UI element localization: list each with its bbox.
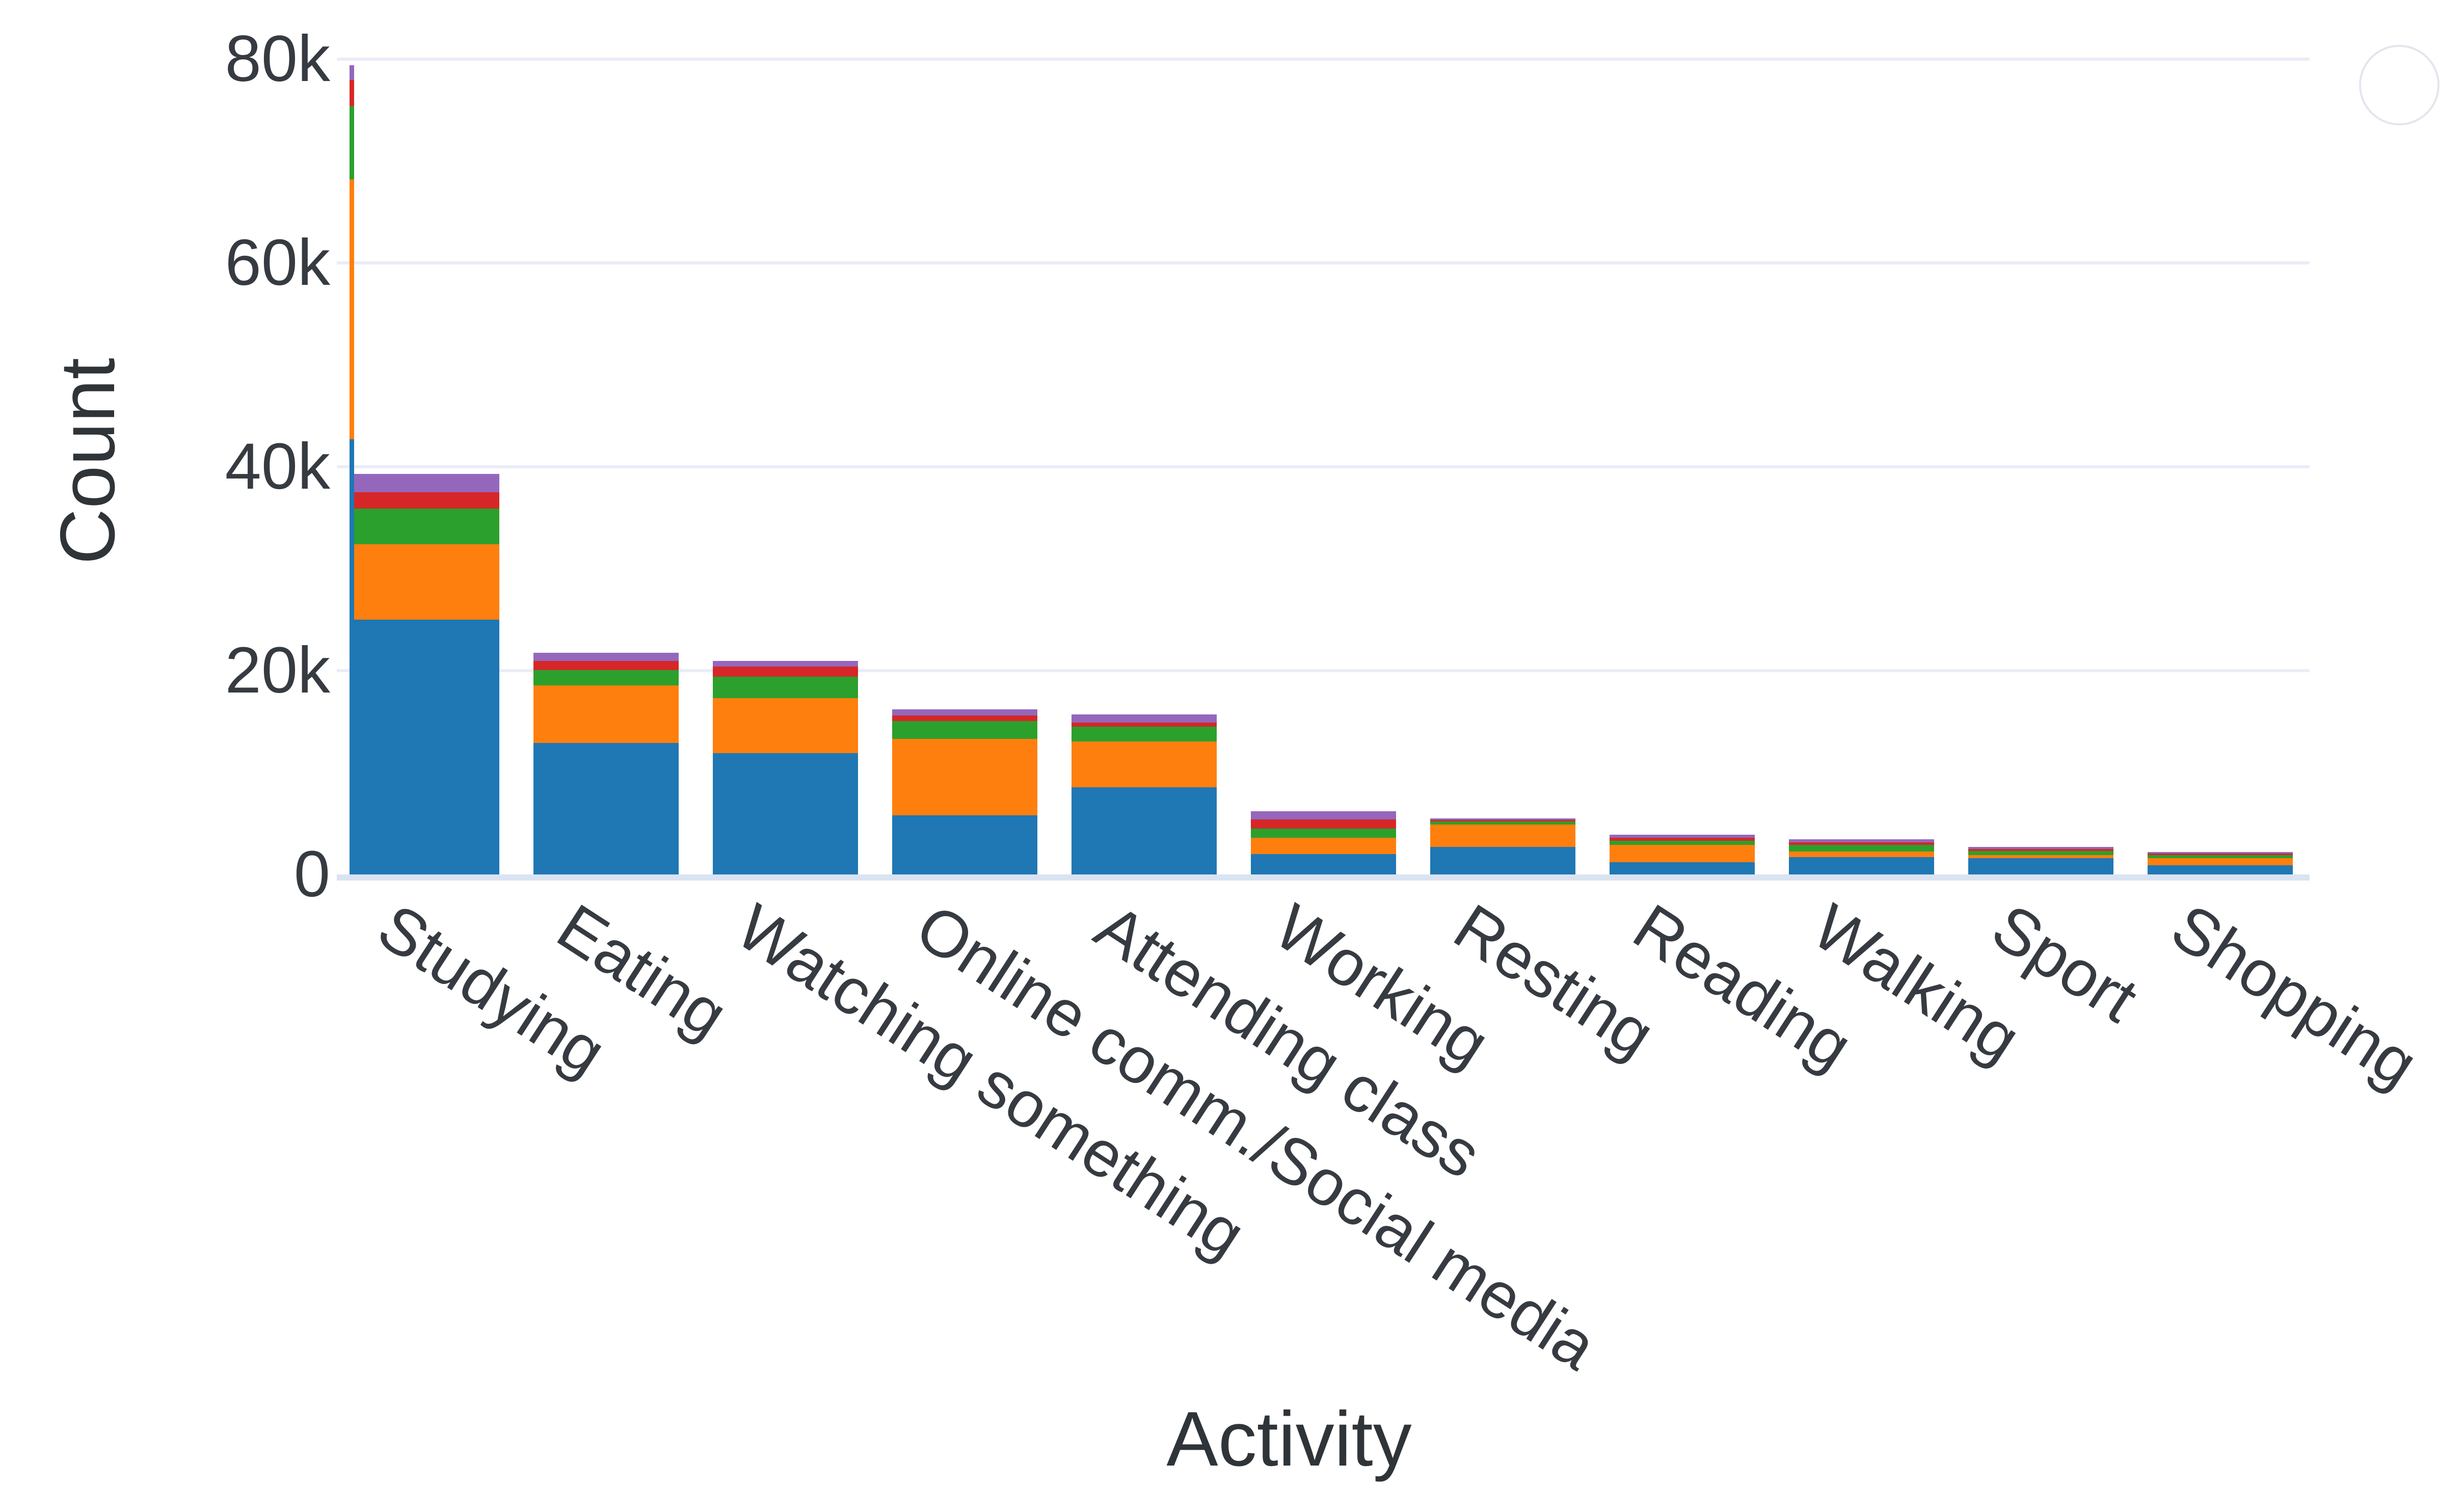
- bar-segment-resting-segment-4[interactable]: [1430, 820, 1575, 821]
- bar-segment-online-comm-social-media-segment-3[interactable]: [892, 721, 1037, 739]
- bar-segment-online-comm-social-media-segment-2[interactable]: [892, 739, 1037, 815]
- y-tick-label-60k: 60k: [225, 226, 330, 299]
- bar-segment-shopping-segment-5-top[interactable]: [2147, 852, 2293, 854]
- gridline-40k: [337, 465, 2310, 468]
- bar-segment-walking-segment-2[interactable]: [1788, 852, 1934, 857]
- bar-segment-clipped-left-segment-3[interactable]: [350, 106, 354, 179]
- bar-segment-reading-segment-5-top[interactable]: [1609, 835, 1755, 838]
- bar-segment-walking-segment-1-bottom[interactable]: [1788, 857, 1934, 874]
- bar-segment-watching-something-segment-4[interactable]: [712, 667, 858, 677]
- bar-segment-resting-segment-5-top[interactable]: [1430, 818, 1575, 820]
- bar-segment-studying-segment-4[interactable]: [354, 492, 499, 509]
- gridline-60k: [337, 261, 2310, 264]
- bar-segment-shopping-segment-4[interactable]: [2147, 854, 2293, 855]
- bar-segment-sport-segment-1-bottom[interactable]: [1968, 858, 2113, 874]
- bar-segment-eating-segment-4[interactable]: [533, 661, 679, 670]
- bar-segment-clipped-left-segment-4[interactable]: [350, 80, 354, 106]
- bar-segment-resting-segment-1-bottom[interactable]: [1430, 847, 1575, 874]
- bar-segment-attending-class-segment-4[interactable]: [1071, 723, 1217, 727]
- modebar-ghost-icon[interactable]: [2359, 45, 2440, 125]
- bar-segment-attending-class-segment-3[interactable]: [1071, 727, 1217, 741]
- bar-segment-attending-class-segment-1-bottom[interactable]: [1071, 787, 1217, 874]
- bar-segment-eating-segment-5-top[interactable]: [533, 653, 679, 661]
- x-axis-zeroline: [337, 874, 2310, 881]
- bar-segment-online-comm-social-media-segment-1-bottom[interactable]: [892, 815, 1037, 874]
- gridline-80k: [337, 58, 2310, 61]
- bar-segment-watching-something-segment-2[interactable]: [712, 698, 858, 753]
- x-tick-label-shopping: Shopping: [2159, 890, 2430, 1102]
- bar-segment-watching-something-segment-3[interactable]: [712, 677, 858, 698]
- bar-segment-working-segment-1-bottom[interactable]: [1250, 854, 1396, 874]
- x-axis-title: Activity: [1166, 1396, 1412, 1482]
- y-tick-label-20k: 20k: [225, 634, 330, 707]
- bar-segment-sport-segment-2[interactable]: [1968, 855, 2113, 858]
- bar-segment-watching-something-segment-1-bottom[interactable]: [712, 753, 858, 874]
- bar-segment-shopping-segment-1-bottom[interactable]: [2147, 865, 2293, 874]
- y-tick-label-0: 0: [293, 838, 330, 911]
- bar-segment-reading-segment-2[interactable]: [1609, 845, 1755, 862]
- bar-segment-clipped-left-segment-1-bottom[interactable]: [350, 439, 354, 874]
- bar-segment-reading-segment-4[interactable]: [1609, 838, 1755, 841]
- bar-segment-working-segment-2[interactable]: [1250, 838, 1396, 854]
- bar-segment-walking-segment-5-top[interactable]: [1788, 839, 1934, 842]
- bar-segment-attending-class-segment-5-top[interactable]: [1071, 714, 1217, 723]
- bar-segment-working-segment-5-top[interactable]: [1250, 811, 1396, 819]
- bar-segment-walking-segment-3[interactable]: [1788, 845, 1934, 852]
- bar-segment-attending-class-segment-2[interactable]: [1071, 741, 1217, 787]
- bar-segment-sport-segment-4[interactable]: [1968, 849, 2113, 851]
- gridline-20k: [337, 669, 2310, 672]
- bar-segment-shopping-segment-2[interactable]: [2147, 858, 2293, 865]
- bar-segment-online-comm-social-media-segment-4[interactable]: [892, 715, 1037, 721]
- bar-segment-sport-segment-5-top[interactable]: [1968, 847, 2113, 849]
- bar-segment-eating-segment-1-bottom[interactable]: [533, 743, 679, 874]
- bar-segment-watching-something-segment-5-top[interactable]: [712, 661, 858, 667]
- bar-segment-reading-segment-3[interactable]: [1609, 841, 1755, 845]
- bar-segment-studying-segment-3[interactable]: [354, 509, 499, 544]
- bar-segment-working-segment-3[interactable]: [1250, 829, 1396, 838]
- bar-segment-studying-segment-5-top[interactable]: [354, 474, 499, 492]
- bar-segment-studying-segment-2[interactable]: [354, 544, 499, 620]
- bar-segment-online-comm-social-media-segment-5-top[interactable]: [892, 709, 1037, 715]
- bar-segment-sport-segment-3[interactable]: [1968, 851, 2113, 855]
- y-axis-title: Count: [44, 358, 131, 565]
- bar-segment-clipped-left-segment-2[interactable]: [350, 179, 354, 439]
- bar-segment-clipped-left-segment-5-top[interactable]: [350, 65, 354, 80]
- bar-segment-reading-segment-1-bottom[interactable]: [1609, 862, 1755, 874]
- bar-segment-walking-segment-4[interactable]: [1788, 842, 1934, 845]
- bar-segment-resting-segment-2[interactable]: [1430, 825, 1575, 847]
- bar-segment-studying-segment-1-bottom[interactable]: [354, 620, 499, 874]
- bar-segment-shopping-segment-3[interactable]: [2147, 855, 2293, 858]
- y-tick-label-80k: 80k: [225, 22, 330, 95]
- bar-segment-working-segment-4[interactable]: [1250, 819, 1396, 829]
- y-tick-label-40k: 40k: [225, 430, 330, 503]
- bar-segment-eating-segment-3[interactable]: [533, 670, 679, 685]
- bar-segment-eating-segment-2[interactable]: [533, 685, 679, 743]
- bar-segment-resting-segment-3[interactable]: [1430, 821, 1575, 825]
